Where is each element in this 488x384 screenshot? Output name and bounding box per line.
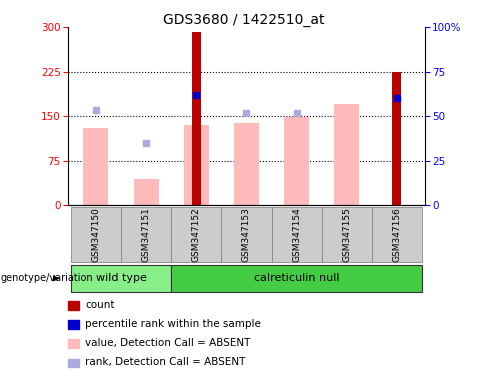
FancyBboxPatch shape — [71, 207, 121, 262]
Text: GSM347150: GSM347150 — [91, 207, 101, 262]
Text: GSM347153: GSM347153 — [242, 207, 251, 262]
FancyBboxPatch shape — [271, 207, 322, 262]
FancyBboxPatch shape — [222, 207, 271, 262]
Text: GSM347156: GSM347156 — [392, 207, 402, 262]
FancyBboxPatch shape — [372, 207, 422, 262]
Bar — [392, 71, 402, 205]
FancyBboxPatch shape — [171, 207, 222, 262]
FancyBboxPatch shape — [71, 265, 171, 292]
Bar — [234, 123, 259, 205]
Bar — [134, 179, 159, 205]
Text: GSM347151: GSM347151 — [142, 207, 151, 262]
Text: count: count — [85, 300, 114, 310]
Bar — [284, 118, 309, 205]
Bar — [334, 104, 359, 205]
Text: rank, Detection Call = ABSENT: rank, Detection Call = ABSENT — [85, 357, 245, 367]
Text: GDS3680 / 1422510_at: GDS3680 / 1422510_at — [163, 13, 325, 27]
Text: genotype/variation: genotype/variation — [1, 273, 94, 283]
Text: GSM347152: GSM347152 — [192, 207, 201, 262]
Bar — [83, 128, 108, 205]
Text: calreticulin null: calreticulin null — [254, 273, 339, 283]
Text: GSM347154: GSM347154 — [292, 207, 301, 262]
Text: GSM347155: GSM347155 — [342, 207, 351, 262]
FancyBboxPatch shape — [171, 265, 422, 292]
Text: value, Detection Call = ABSENT: value, Detection Call = ABSENT — [85, 338, 250, 348]
Bar — [183, 125, 209, 205]
Text: percentile rank within the sample: percentile rank within the sample — [85, 319, 261, 329]
FancyBboxPatch shape — [121, 207, 171, 262]
Bar — [192, 31, 201, 205]
FancyBboxPatch shape — [322, 207, 372, 262]
Text: wild type: wild type — [96, 273, 146, 283]
